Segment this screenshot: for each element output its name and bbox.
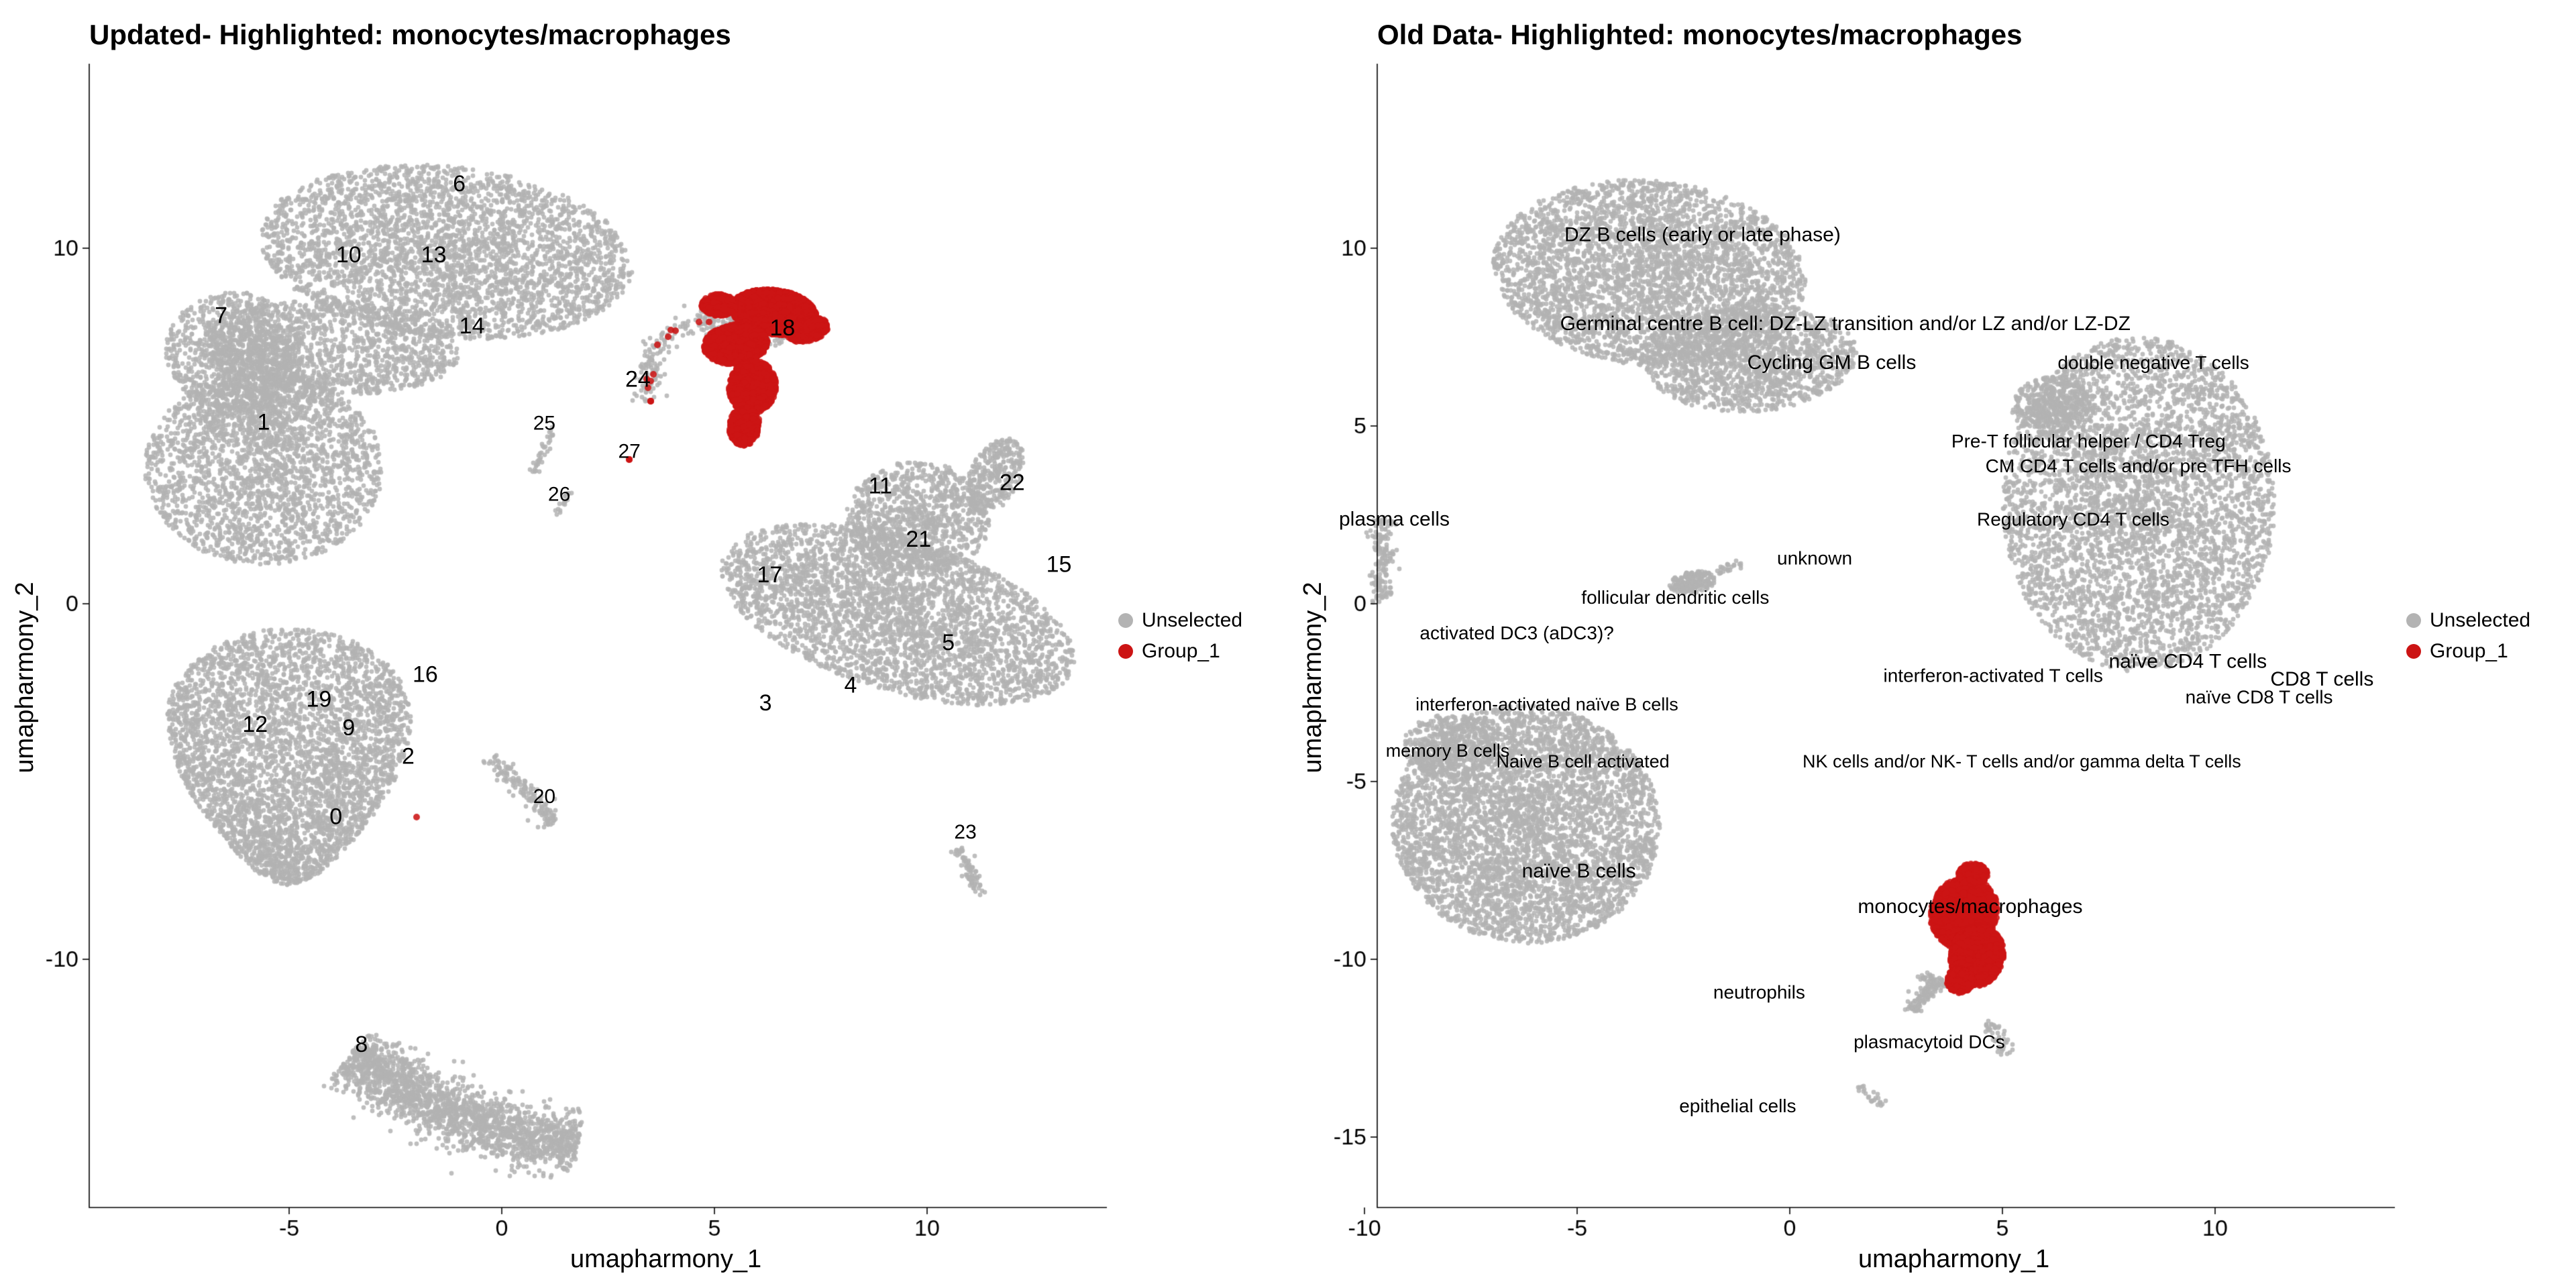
svg-text:Group_1: Group_1	[2430, 640, 2508, 662]
svg-text:Unselected: Unselected	[1142, 609, 1242, 631]
svg-text:Unselected: Unselected	[2430, 609, 2530, 631]
svg-text:Group_1: Group_1	[1142, 640, 1220, 662]
